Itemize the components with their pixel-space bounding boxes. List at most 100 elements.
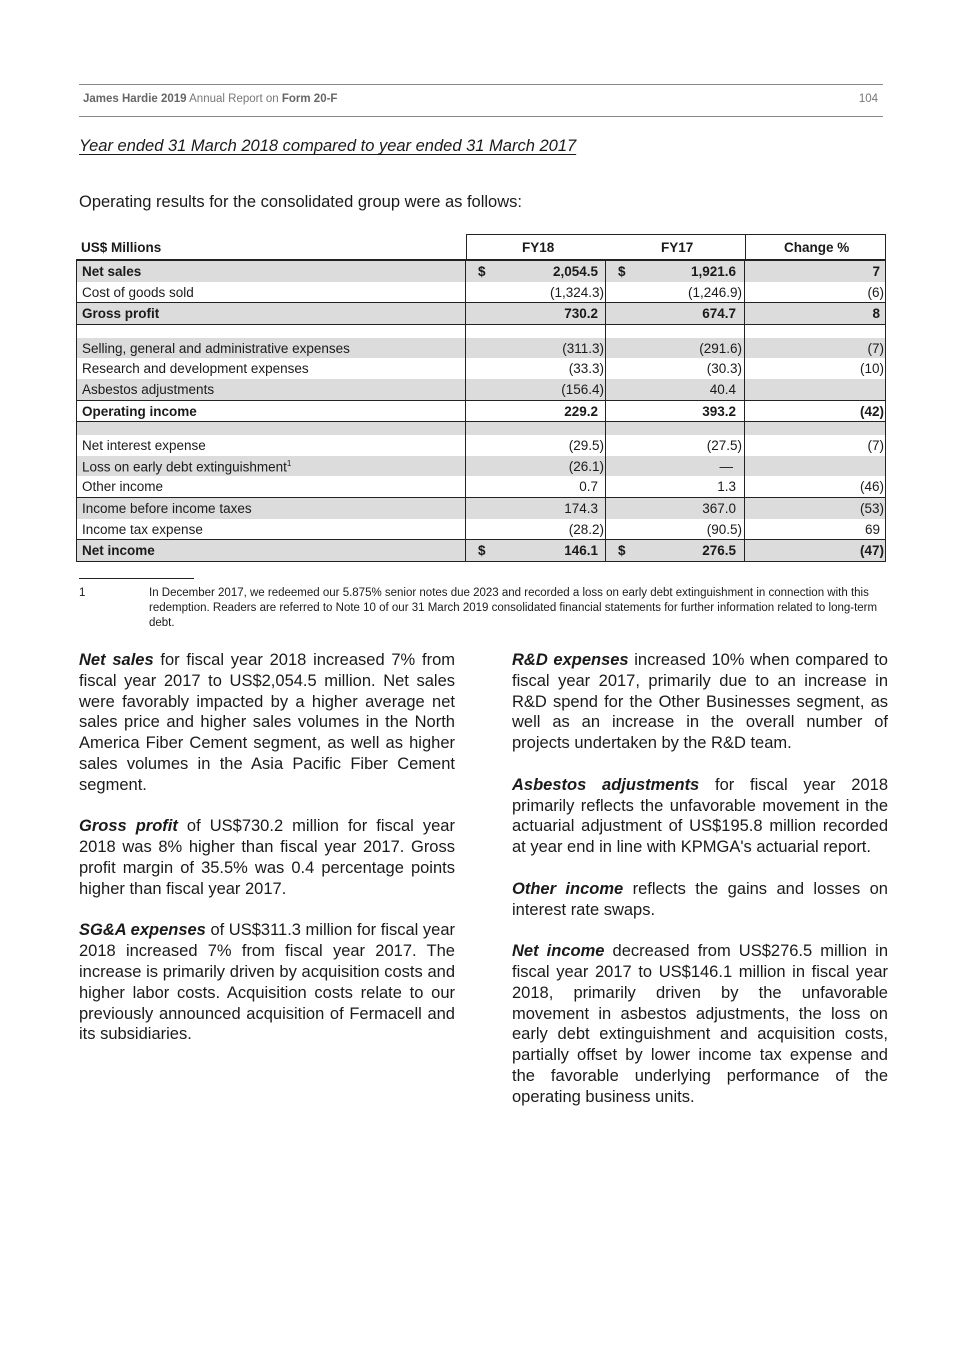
column-divider [605, 497, 606, 519]
page-header: James Hardie 2019 Annual Report on Form … [83, 93, 878, 105]
column-divider [465, 435, 466, 456]
column-divider [465, 497, 466, 519]
paragraph-lead: Other income [512, 879, 624, 898]
column-divider [605, 261, 606, 282]
column-divider [465, 324, 466, 338]
table-row: Cost of goods sold (1,324.3) (1,246.9) (6) [77, 281, 885, 304]
paragraph: Other income reflects the gains and loss… [512, 879, 888, 919]
left-text-column: Net sales for fiscal year 2018 increased… [79, 650, 455, 1066]
header-bottom-rule [79, 116, 883, 117]
currency-symbol: $ [478, 543, 486, 559]
column-divider [465, 337, 466, 359]
column-divider [605, 378, 606, 400]
column-divider [465, 476, 466, 497]
column-divider [605, 455, 606, 477]
table-row: Gross profit 730.2 674.7 8 [77, 303, 885, 325]
table-row: Asbestos adjustments (156.4) 40.4 [77, 378, 885, 401]
value-fy17: (27.5) [706, 438, 742, 454]
table-header-row: US$ Millions FY18 FY17 Change % [76, 234, 886, 259]
value-fy17: 276.5 [702, 543, 736, 559]
header-top-rule [79, 84, 883, 85]
table-row: Other income 0.7 1.3 (46) [77, 476, 885, 498]
value-change: (42) [859, 403, 884, 419]
column-divider [744, 540, 745, 561]
column-divider [465, 422, 466, 436]
column-divider [744, 435, 745, 456]
column-divider [465, 303, 466, 324]
row-label: Research and development expenses [82, 361, 309, 377]
footnote-rule [79, 578, 194, 579]
paragraph-lead: Gross profit [79, 817, 178, 836]
column-divider [605, 518, 606, 540]
column-divider [465, 518, 466, 540]
footnote-number: 1 [79, 587, 86, 599]
column-divider [605, 435, 606, 456]
column-divider [744, 303, 745, 324]
currency-symbol: $ [618, 543, 626, 559]
value-fy17: (30.3) [706, 361, 742, 377]
value-fy17: 1,921.6 [690, 264, 736, 279]
value-fy17: (90.5) [706, 521, 742, 537]
column-divider [605, 281, 606, 303]
right-text-column: R&D expenses increased 10% when compared… [512, 650, 888, 1128]
value-change: (10) [859, 361, 884, 377]
value-change: 7 [872, 264, 880, 279]
value-change: (47) [859, 543, 884, 559]
value-change: 69 [864, 521, 880, 537]
column-divider [744, 400, 745, 422]
column-divider [744, 476, 745, 497]
value-fy18: 174.3 [564, 500, 598, 516]
value-fy18: 146.1 [564, 543, 598, 559]
operating-results-table: US$ Millions FY18 FY17 Change % Net sale… [76, 234, 886, 562]
column-divider [744, 422, 745, 436]
column-divider [744, 337, 745, 359]
column-divider [605, 303, 606, 324]
paragraph: SG&A expenses of US$311.3 million for fi… [79, 921, 456, 1044]
intro-text: Operating results for the consolidated g… [79, 193, 522, 211]
column-divider [465, 540, 466, 561]
spacer-row [77, 324, 885, 338]
value-change: (6) [867, 284, 885, 300]
column-divider [465, 281, 466, 303]
footnote-ref: 1 [286, 458, 292, 468]
table-row: Operating income 229.2 393.2 (42) [77, 400, 885, 423]
table-body: Net sales $ $2,054.5 1,921.6 7 Cost of goods … [76, 259, 886, 562]
row-label: Other income [82, 479, 164, 495]
column-divider [744, 358, 745, 379]
row-label: Operating income [82, 403, 197, 419]
header-fy17: FY17 [661, 240, 694, 255]
table-row: Selling, general and administrative expe… [77, 337, 885, 359]
paragraph: Net income decreased from US$276.5 milli… [512, 942, 888, 1106]
table-row: Income before income taxes 174.3 367.0 (53) [77, 497, 885, 519]
paragraph-lead: Net income [512, 942, 605, 961]
value-fy18: (33.3) [568, 361, 604, 377]
value-change: (7) [867, 438, 885, 454]
row-label: Gross profit [82, 306, 160, 322]
spacer-row [77, 422, 885, 436]
column-divider [605, 476, 606, 497]
table-row: Net sales $ $2,054.5 1,921.6 7 [77, 261, 885, 282]
value-fy17: — [719, 458, 734, 474]
header-company: James Hardie 2019 [83, 93, 187, 105]
value-fy17: 40.4 [709, 381, 736, 397]
value-change: 8 [872, 306, 880, 322]
paragraph: Gross profit of US$730.2 million for fis… [79, 817, 455, 898]
value-fy18: 730.2 [564, 306, 598, 322]
value-fy18: 0.7 [579, 479, 598, 495]
header-change: Change % [784, 240, 850, 255]
row-label: Cost of goods sold [82, 284, 194, 300]
value-fy18: (28.2) [568, 521, 604, 537]
value-fy18: (311.3) [562, 340, 604, 356]
paragraph: Asbestos adjustments for fiscal year 201… [512, 775, 889, 857]
value-change: (7) [867, 340, 885, 356]
paragraph-lead: Net sales [79, 651, 154, 669]
value-fy17: 367.0 [702, 500, 736, 516]
header-label: US$ Millions [81, 240, 162, 255]
column-divider [744, 518, 745, 540]
header-form: Form 20-F [281, 93, 338, 105]
column-divider [465, 261, 466, 282]
value-change: (46) [859, 479, 884, 495]
section-subtitle: Year ended 31 March 2018 compared to yea… [79, 137, 577, 155]
row-label: Net sales [82, 264, 142, 279]
